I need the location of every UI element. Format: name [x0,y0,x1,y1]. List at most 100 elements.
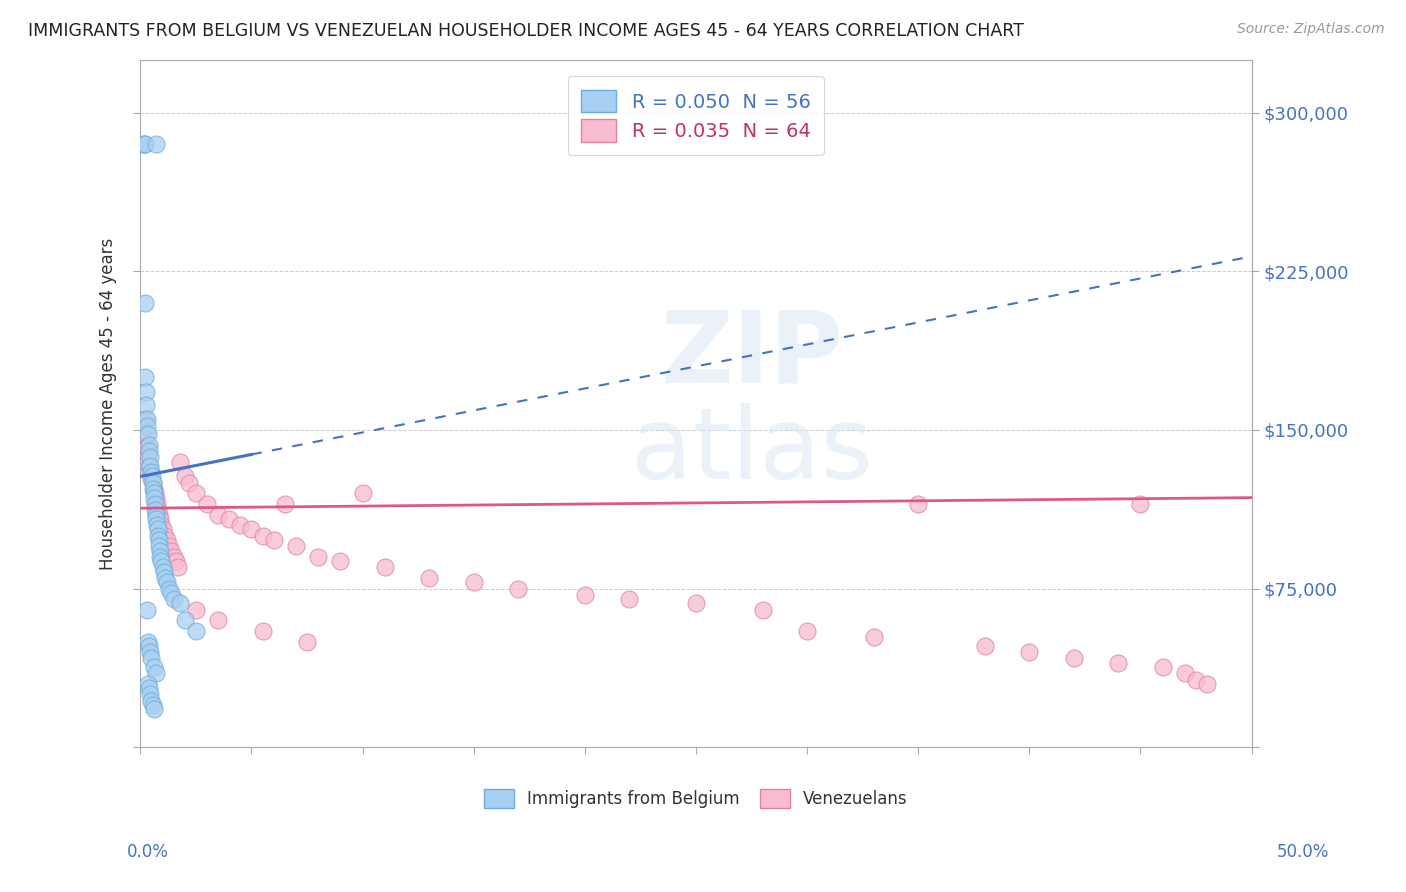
Point [134,137,156,152]
Point [136,603,159,617]
Point [134,412,156,426]
Point [152,522,174,536]
Point [619,592,641,607]
Point [145,508,167,522]
Point [463,575,485,590]
Point [135,398,157,412]
Point [184,486,207,500]
Point [139,645,162,659]
Point [138,438,160,452]
Point [1107,656,1129,670]
Point [138,639,160,653]
Point [252,529,274,543]
Point [148,508,170,522]
Point [973,639,995,653]
Point [150,518,173,533]
Point [138,458,160,473]
Point [139,458,162,473]
Point [156,575,179,590]
Point [685,597,707,611]
Point [145,503,167,517]
Point [751,603,773,617]
Point [138,450,160,465]
Point [229,518,252,533]
Point [862,630,884,644]
Point [145,666,167,681]
Point [574,588,596,602]
Point [149,512,172,526]
Text: ZIP: ZIP [659,307,842,403]
Point [149,549,172,564]
Point [1185,673,1208,687]
Point [157,539,180,553]
Point [146,529,169,543]
Point [148,533,170,547]
Point [150,554,173,568]
Text: atlas: atlas [631,403,872,500]
Point [184,603,207,617]
Point [145,137,167,152]
Point [146,497,169,511]
Point [352,486,374,500]
Point [146,522,169,536]
Point [141,475,163,490]
Point [141,651,163,665]
Point [274,497,297,511]
Point [195,497,218,511]
Point [162,592,184,607]
Point [141,469,163,483]
Point [295,634,318,648]
Point [139,465,162,479]
Point [143,486,166,500]
Point [184,624,207,638]
Point [141,694,163,708]
Point [142,482,165,496]
Point [142,482,165,496]
Point [142,702,165,716]
Point [135,427,157,442]
Point [162,549,184,564]
Point [139,688,162,702]
Point [240,522,263,536]
Point [138,681,160,695]
Point [157,582,180,596]
Point [1152,660,1174,674]
Point [145,491,167,505]
Point [263,533,285,547]
Text: IMMIGRANTS FROM BELGIUM VS VENEZUELAN HOUSEHOLDER INCOME AGES 45 - 64 YEARS CORR: IMMIGRANTS FROM BELGIUM VS VENEZUELAN HO… [28,22,1024,40]
Point [160,543,183,558]
Point [134,370,156,384]
Point [156,533,179,547]
Point [142,660,165,674]
Point [145,512,167,526]
Point [141,465,163,479]
Point [173,469,195,483]
Point [374,560,396,574]
Legend: Immigrants from Belgium, Venezuelans: Immigrants from Belgium, Venezuelans [477,782,914,814]
Point [506,582,529,596]
Point [167,560,190,574]
Point [146,503,169,517]
Point [179,475,201,490]
Point [141,698,163,712]
Point [152,565,174,579]
Point [1018,645,1040,659]
Point [165,554,187,568]
Point [138,444,160,458]
Text: Source: ZipAtlas.com: Source: ZipAtlas.com [1237,22,1385,37]
Point [796,624,818,638]
Point [153,529,176,543]
Text: 50.0%: 50.0% [1277,843,1329,861]
Point [160,586,183,600]
Point [149,543,172,558]
Point [169,455,191,469]
Point [284,539,307,553]
Point [146,518,169,533]
Point [136,634,159,648]
Point [141,475,163,490]
Point [136,677,159,691]
Point [136,412,159,426]
Point [152,560,174,574]
Point [143,491,166,505]
Point [1174,666,1197,681]
